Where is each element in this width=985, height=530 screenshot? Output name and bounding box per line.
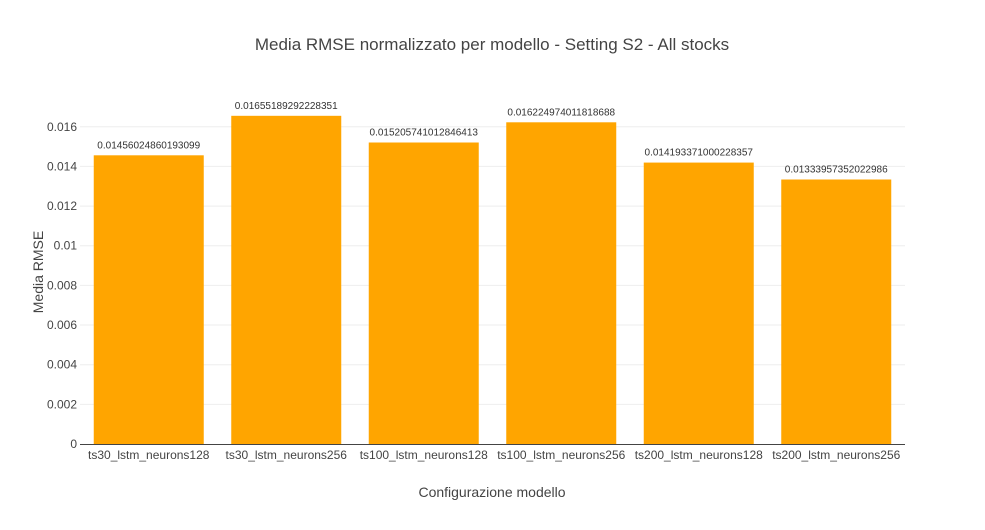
- y-tick-label: 0.012: [47, 199, 77, 213]
- y-tick-label: 0.002: [47, 397, 77, 411]
- chart-title: Media RMSE normalizzato per modello - Se…: [255, 35, 729, 54]
- data-labels: 0.01456024860193099 0.01655189292228351 0.…: [97, 101, 888, 176]
- y-tick-label: 0.008: [47, 278, 77, 292]
- bar-value-label: 0.016224974011818688: [507, 107, 615, 118]
- bar[interactable]: [781, 179, 892, 444]
- x-tick-label: ts30_lstm_neurons256: [226, 448, 348, 462]
- x-tick-label: ts200_lstm_neurons256: [772, 448, 900, 462]
- bar[interactable]: [93, 155, 204, 444]
- y-tick-label: 0.01: [54, 239, 78, 253]
- x-axis-title: Configurazione modello: [418, 484, 565, 500]
- bars: [93, 115, 892, 445]
- x-axis-ticks: ts30_lstm_neurons128 ts30_lstm_neurons256…: [88, 448, 901, 462]
- bar-value-label: 0.015205741012846413: [370, 128, 479, 139]
- y-axis-title: Media RMSE: [30, 231, 46, 313]
- bar-value-label: 0.01333957352022986: [785, 165, 888, 176]
- y-axis-ticks: 0 0.002 0.004 0.006 0.008 0.01 0.012 0.014 0.016: [47, 120, 77, 451]
- x-tick-label: ts100_lstm_neurons256: [497, 448, 625, 462]
- bar[interactable]: [506, 122, 617, 445]
- y-tick-label: 0.016: [47, 120, 77, 134]
- bar-value-label: 0.01655189292228351: [235, 101, 338, 112]
- bar-value-label: 0.01456024860193099: [97, 140, 200, 151]
- y-tick-label: 0: [70, 437, 77, 451]
- gridlines: [80, 126, 905, 405]
- bar[interactable]: [643, 162, 754, 444]
- x-tick-label: ts100_lstm_neurons128: [360, 448, 488, 462]
- x-tick-label: ts30_lstm_neurons128: [88, 448, 210, 462]
- bar-value-label: 0.014193371000228357: [645, 148, 754, 159]
- bar[interactable]: [368, 142, 479, 444]
- bar[interactable]: [231, 115, 342, 444]
- y-tick-label: 0.014: [47, 159, 77, 173]
- y-tick-label: 0.004: [47, 358, 77, 372]
- x-tick-label: ts200_lstm_neurons128: [635, 448, 763, 462]
- y-tick-label: 0.006: [47, 318, 77, 332]
